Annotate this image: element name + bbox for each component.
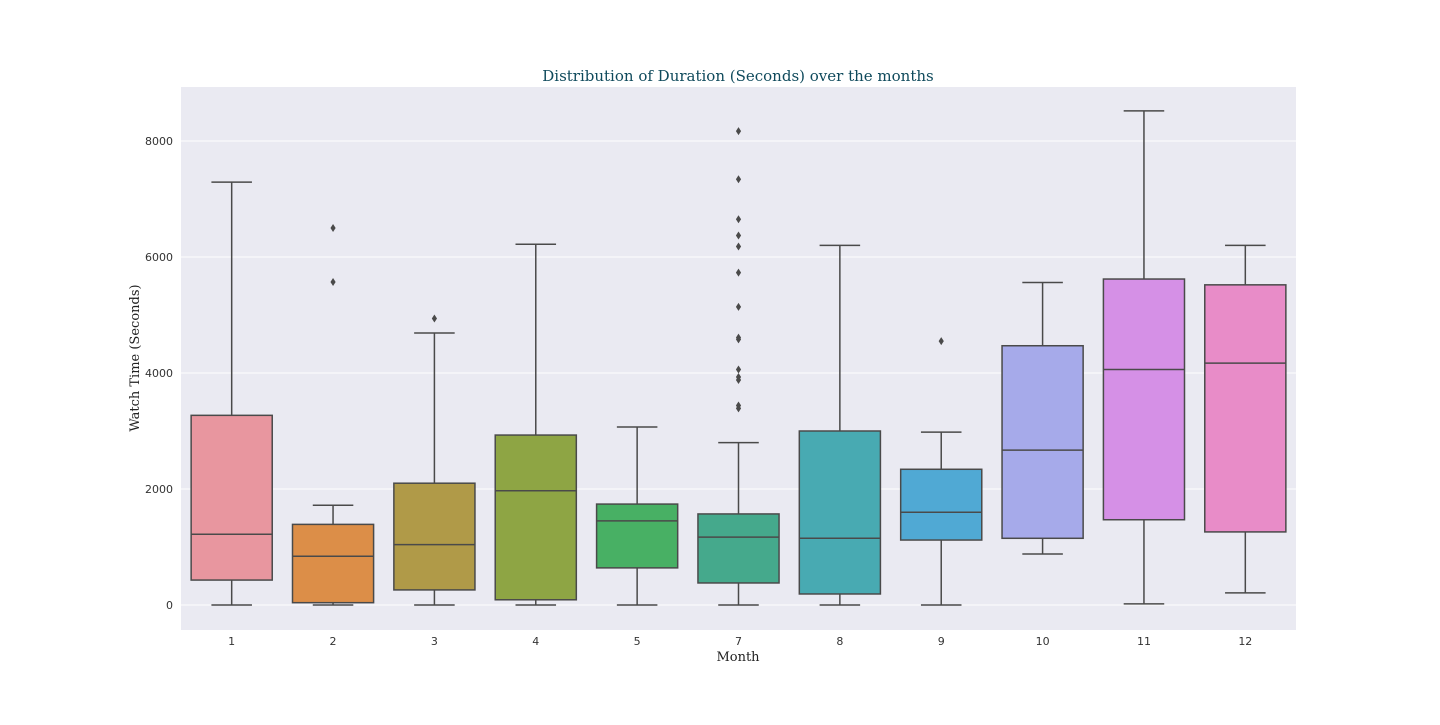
y-tick-labels: 0 2000 4000 6000 8000 (145, 135, 173, 612)
outlier-point (735, 231, 742, 240)
outlier-point (735, 302, 742, 311)
box-body (291, 523, 375, 604)
box-body (393, 482, 476, 591)
outlier-point (735, 268, 742, 277)
x-tick-label: 8 (836, 635, 843, 648)
y-tick-label: 4000 (145, 367, 173, 380)
x-tick-label: 11 (1137, 635, 1151, 648)
outlier-point (735, 242, 742, 251)
chart-title: Distribution of Duration (Seconds) over … (542, 67, 933, 85)
box-month-8 (798, 244, 882, 606)
box-body (595, 503, 679, 569)
x-tick-label: 5 (634, 635, 641, 648)
boxes (190, 110, 1287, 606)
box-body (899, 468, 983, 541)
outlier-point (735, 365, 742, 374)
outlier-point (735, 333, 742, 342)
x-axis-label: Month (716, 650, 760, 665)
x-tick-label: 4 (532, 635, 539, 648)
outlier-point (735, 373, 742, 382)
box-month-1 (190, 181, 273, 606)
outlier-point (330, 277, 336, 286)
box-body (1102, 278, 1186, 521)
box-month-10 (1001, 281, 1084, 555)
box-body (798, 430, 882, 595)
box-month-9 (899, 337, 983, 606)
x-tick-label: 3 (431, 635, 438, 648)
outlier-point (735, 175, 742, 184)
outlier-point (431, 314, 438, 323)
x-tick-label: 2 (330, 635, 337, 648)
box-month-11 (1102, 110, 1186, 605)
box-month-12 (1204, 244, 1287, 594)
y-tick-label: 6000 (145, 251, 173, 264)
box-body (494, 434, 578, 601)
x-tick-label: 12 (1238, 635, 1252, 648)
box-body (697, 513, 780, 584)
box-month-4 (494, 243, 578, 606)
box-month-2 (291, 224, 375, 606)
box-body (190, 414, 273, 581)
y-tick-label: 2000 (145, 483, 173, 496)
y-axis-label: Watch Time (Seconds) (128, 284, 143, 431)
x-tick-label: 10 (1036, 635, 1050, 648)
box-body (1204, 284, 1287, 533)
x-tick-label: 9 (938, 635, 945, 648)
y-tick-label: 8000 (145, 135, 173, 148)
y-tick-label: 0 (166, 599, 173, 612)
outlier-point (735, 401, 742, 410)
box-body (1001, 344, 1084, 540)
x-tick-label: 7 (735, 635, 742, 648)
x-tick-labels: 1 2 3 4 5 7 8 9 10 11 12 (228, 635, 1252, 648)
x-tick-label: 1 (228, 635, 235, 648)
outlier-point (735, 215, 742, 224)
outlier-point (938, 337, 944, 346)
outlier-point (330, 224, 336, 232)
outlier-point (735, 127, 742, 136)
box-month-5 (595, 426, 679, 606)
box-month-7 (697, 127, 780, 606)
box-month-3 (393, 314, 476, 606)
